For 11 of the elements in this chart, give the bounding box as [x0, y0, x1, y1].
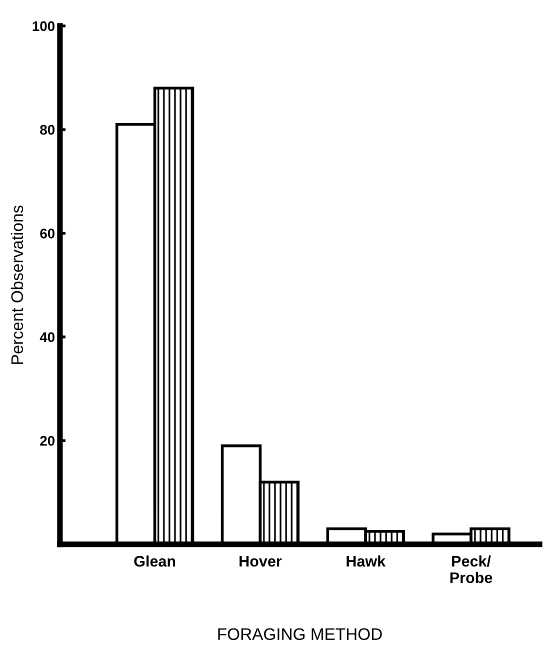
- y-tick-label: 40: [40, 332, 55, 342]
- y-axis-title: Percent Observations: [10, 206, 24, 364]
- x-tick-label: Peck/ Probe: [450, 555, 492, 584]
- x-tick-label: Hawk: [346, 555, 386, 567]
- y-tick-label: 60: [40, 228, 55, 238]
- y-tick-label: 80: [40, 124, 55, 135]
- y-tick-label: 100: [32, 21, 55, 32]
- x-axis-title: FORAGING METHOD: [218, 628, 382, 640]
- y-tick-label: 20: [40, 436, 55, 446]
- x-tick-label: Hover: [240, 556, 282, 567]
- x-tick-label: Glean: [134, 555, 176, 567]
